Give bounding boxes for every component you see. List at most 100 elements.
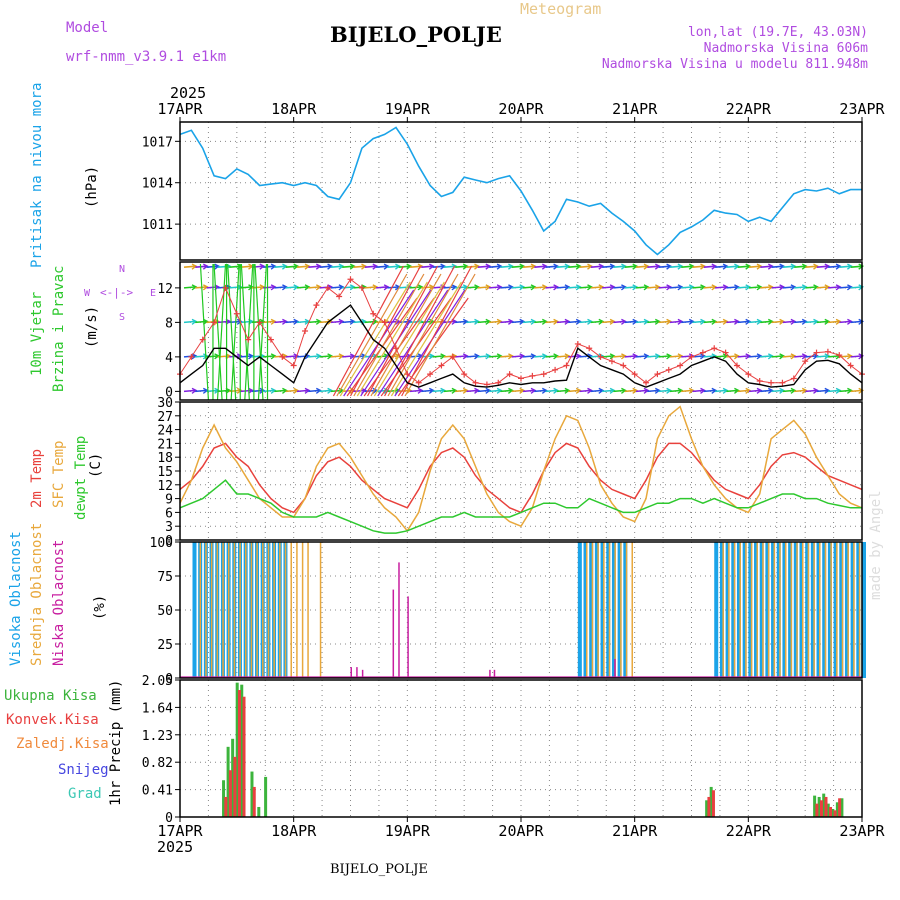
wind-arrow (624, 286, 637, 289)
gust-marker (427, 371, 434, 378)
wind-arrow-head (756, 387, 763, 394)
wind-arrow-head (553, 284, 559, 291)
wind-arrow-head (270, 263, 277, 270)
wind-arrow-head (813, 318, 819, 325)
wind-arrow-head (700, 387, 706, 394)
wind-arrow (669, 265, 682, 268)
wind-arrow (760, 355, 773, 358)
wind-arrow (771, 286, 784, 289)
cloud-bar-mid (728, 542, 730, 678)
wind-arrow-head (643, 353, 650, 360)
gust-arrow (401, 265, 473, 397)
wind-arrow (296, 389, 310, 393)
wind-arrow-head (745, 318, 752, 325)
cloud-bar-mid (625, 542, 628, 678)
wind-arrow-head (824, 318, 831, 325)
wind-arrow-head (507, 387, 514, 394)
wind-arrow-head (440, 263, 446, 270)
wind-arrow (647, 265, 660, 268)
cloud-label-mid: Srednja Oblacnost (29, 522, 45, 666)
wind-arrow-head (338, 318, 345, 325)
cloud-bar-mid (227, 542, 230, 678)
wind-arrow (771, 320, 784, 324)
wind-arrow (274, 320, 287, 324)
cloud-bar-mid (279, 542, 281, 678)
wind-arrow (602, 355, 615, 358)
gust-marker (563, 362, 570, 369)
wind-arrow (647, 355, 660, 358)
precip-bar-conv (242, 696, 246, 817)
gust-marker (211, 319, 218, 326)
compass-cross: <-|-> (100, 286, 134, 299)
wind-arrow (466, 355, 479, 358)
wind-arrow-head (813, 263, 819, 270)
wind-arrow-head (846, 263, 853, 270)
wind-arrow (771, 355, 784, 358)
wind-arrow (805, 320, 818, 324)
wind-arrow-head (451, 387, 458, 394)
wind-arrow-head (270, 353, 277, 360)
wind-arrow-head (745, 263, 752, 270)
wind-arrow-head (677, 318, 684, 325)
wind-arrow (794, 286, 807, 289)
wind-arrow-head (530, 284, 537, 291)
wind-arrow (330, 265, 343, 268)
wind-arrow (748, 265, 762, 268)
wind-arrow-head (666, 263, 672, 270)
wind-arrow (816, 265, 829, 268)
cloud-bar-mid (603, 542, 605, 678)
wind-arrow-head (259, 284, 266, 291)
pressure-unit: (hPa) (84, 165, 100, 208)
cloud-bar-mid (824, 542, 827, 678)
precip-bar-total (817, 796, 821, 817)
wind-arrow-head (191, 284, 198, 291)
wind-arrow (703, 286, 716, 289)
wind-arrow (556, 389, 569, 393)
legend-snow: Snijeg (58, 762, 109, 778)
wind-arrow (658, 265, 671, 268)
wind-arrow-head (835, 284, 842, 291)
y-tick-label: 12 (157, 282, 173, 297)
wind-arrow-head (677, 387, 684, 394)
wind-arrow (364, 320, 377, 324)
wind-arrow (432, 265, 445, 268)
wind-arrow (534, 355, 547, 358)
wind-arrow (602, 265, 615, 268)
wind-arrow (715, 320, 728, 324)
wind-arrow (489, 320, 502, 324)
wind-arrow-head (236, 318, 243, 325)
wind-arrow-head (767, 318, 774, 325)
wind-arrow-head (225, 353, 232, 360)
cloud-bar-high (844, 542, 849, 678)
wind-arrow (421, 265, 434, 268)
gust-marker (461, 371, 468, 378)
wind-arrow (715, 389, 728, 393)
wind-arrow-head (541, 284, 548, 291)
wind-arrow-head (779, 318, 785, 325)
cloud-bar-mid (250, 542, 253, 678)
wind-arrow-head (666, 353, 672, 360)
wind-arrow (771, 389, 784, 393)
gust-marker (574, 340, 581, 347)
gust-arrow (332, 265, 404, 397)
wind-arrow (285, 389, 298, 393)
y-tick-label: 1017 (142, 135, 173, 150)
gust-marker (802, 358, 809, 365)
gust-arrow (373, 281, 445, 397)
wind-arrow-head (632, 284, 639, 291)
cloud-bar-high (822, 542, 827, 678)
gust-marker (665, 366, 672, 373)
wind-arrow-head (349, 284, 356, 291)
wind-arrow-head (700, 284, 706, 291)
wind-arrow-head (654, 387, 661, 394)
wind-arrow-head (790, 318, 797, 325)
wind-arrow-head (519, 318, 526, 325)
wind-arrow (534, 286, 547, 289)
wind-arrow (522, 265, 536, 268)
gust-marker (358, 284, 365, 291)
wind-arrow-head (564, 284, 571, 291)
wind-arrow (782, 320, 795, 324)
wind-arrow (342, 389, 355, 393)
wind-arrow-head (428, 353, 435, 360)
wind-arrow-head (451, 318, 458, 325)
